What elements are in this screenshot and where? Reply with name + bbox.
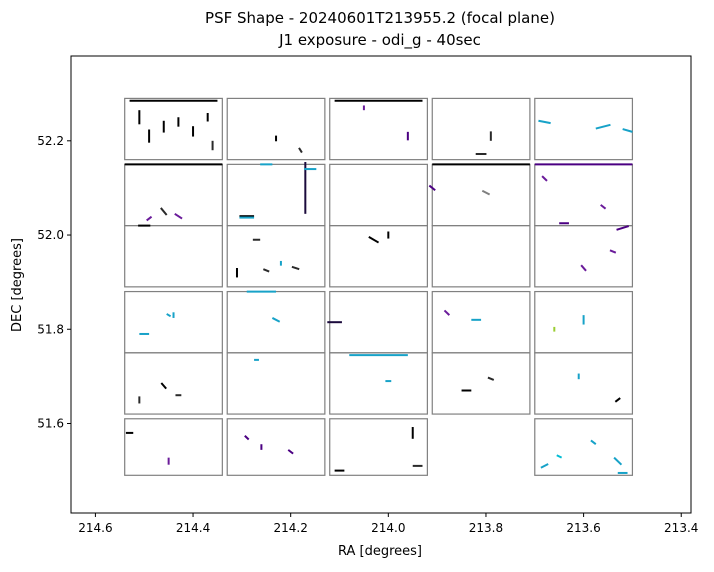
x-tick-label: 214.2 — [274, 521, 308, 535]
psf-whisker — [556, 454, 563, 459]
x-tick-label: 214.0 — [371, 521, 405, 535]
chip-outline — [226, 290, 326, 354]
plot-content — [124, 97, 634, 476]
psf-whisker — [600, 204, 607, 210]
y-tick-label: 52.2 — [37, 134, 64, 148]
psf-whisker — [244, 435, 250, 441]
psf-whisker — [481, 189, 491, 196]
chip-outline — [431, 97, 531, 161]
chip-outline — [534, 418, 634, 476]
chip-outline — [431, 352, 531, 415]
chip-outline — [124, 290, 223, 354]
x-tick-label: 213.6 — [566, 521, 600, 535]
chart-title: PSF Shape - 20240601T213955.2 (focal pla… — [205, 9, 555, 27]
psf-whisker — [622, 128, 633, 133]
chip-outline — [534, 352, 634, 415]
chip-outline — [124, 352, 223, 415]
chip-outline — [329, 418, 428, 476]
psf-whisker — [595, 123, 611, 130]
chip-outline — [534, 163, 634, 227]
x-tick-label: 214.6 — [78, 521, 112, 535]
chip-outline — [124, 418, 223, 476]
psf-whisker — [160, 207, 168, 216]
psf-whisker — [616, 225, 630, 231]
psf-whisker — [298, 147, 303, 154]
chip-outline — [431, 290, 531, 354]
psf-whisker — [166, 313, 172, 318]
psf-whisker — [146, 215, 153, 222]
psf-whisker — [174, 212, 183, 220]
chip-outline — [534, 97, 634, 161]
psf-whisker — [590, 439, 597, 446]
x-axis-ticks: 214.6 214.4 214.2 214.0 213.8 213.6 213.4 — [78, 513, 698, 535]
chip-outline — [226, 97, 326, 161]
y-tick-label: 52.0 — [37, 228, 64, 242]
chip-outline — [329, 290, 428, 354]
chip-outline — [124, 225, 223, 288]
chip-outline — [431, 163, 531, 227]
chip-outline — [329, 163, 428, 227]
chip-outline — [534, 225, 634, 288]
chip-outline — [124, 163, 223, 227]
y-axis-ticks: 51.6 51.8 52.0 52.2 — [37, 134, 71, 430]
plot-frame — [70, 55, 692, 514]
chip-outline — [226, 225, 326, 288]
chip-outline — [226, 352, 326, 415]
psf-whisker — [160, 382, 167, 390]
psf-whisker — [428, 184, 436, 192]
chart-subtitle: J1 exposure - odi_g - 40sec — [278, 31, 481, 50]
y-axis-label: DEC [degrees] — [10, 238, 25, 332]
psf-whisker — [291, 265, 300, 271]
x-tick-label: 213.8 — [469, 521, 503, 535]
y-tick-label: 51.8 — [37, 322, 64, 336]
psf-whisker — [580, 264, 587, 272]
chip-outline — [329, 352, 428, 415]
chip-outline — [226, 418, 326, 476]
psf-whisker — [271, 317, 281, 323]
psf-whisker — [443, 309, 451, 316]
chip-outline — [431, 225, 531, 288]
x-tick-label: 214.4 — [176, 521, 210, 535]
x-tick-label: 213.4 — [664, 521, 698, 535]
psf-whisker — [541, 175, 548, 182]
psf-whisker — [614, 397, 621, 403]
psf-whisker — [287, 449, 294, 455]
y-tick-label: 51.6 — [37, 416, 64, 430]
psf-whisker — [487, 376, 495, 381]
psf-whisker — [368, 236, 380, 244]
chip-outline — [124, 97, 223, 161]
psf-whisker — [540, 463, 549, 469]
x-axis-label: RA [degrees] — [338, 544, 422, 559]
chip-outline — [329, 225, 428, 288]
psf-whisker — [262, 268, 270, 273]
psf-whisker — [609, 249, 617, 254]
psf-whisker — [538, 119, 551, 125]
chip-outline — [329, 97, 428, 161]
psf-whisker — [613, 456, 623, 466]
